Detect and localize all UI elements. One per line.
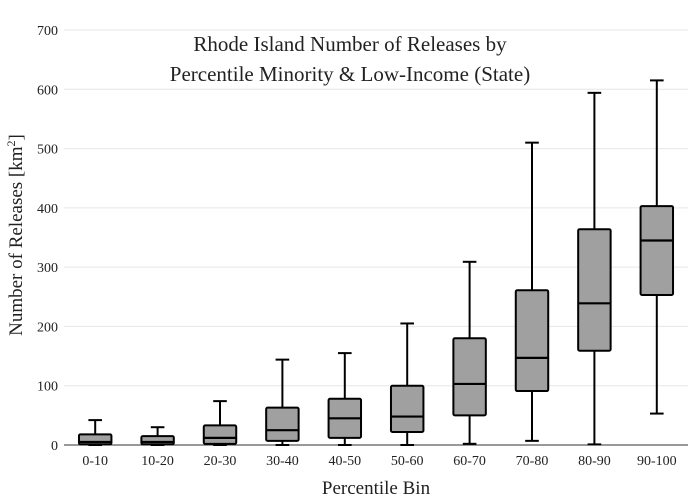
box-iqr (577, 228, 612, 352)
box-30-40 (265, 358, 300, 446)
y-tick-label-0: 0 (51, 439, 58, 454)
y-tick-label-100: 100 (37, 380, 58, 395)
x-tick-label-10-20: 10-20 (141, 454, 174, 469)
y-axis-label: Number of Releases [km2] (4, 134, 27, 336)
box-40-50 (327, 352, 363, 446)
x-tick-label-0-10: 0-10 (82, 454, 108, 469)
box-60-70 (452, 260, 487, 445)
x-tick-label-20-30: 20-30 (204, 454, 237, 469)
box-series (77, 79, 675, 446)
box-10-20 (140, 426, 175, 446)
x-tick-label-80-90: 80-90 (578, 454, 611, 469)
x-axis-label: Percentile Bin (322, 478, 431, 499)
y-axis-label-main: Number of Releases [km (6, 146, 27, 336)
chart-title-line-2: Percentile Minority & Low-Income (State) (170, 62, 530, 86)
box-50-60 (389, 322, 425, 446)
tick-labels: 0 100 200 300 400 500 600 700 0-10 10-20 20-30 30-4… (37, 24, 677, 469)
x-tick-label-40-50: 40-50 (328, 454, 361, 469)
box-iqr (265, 406, 300, 442)
box-80-90 (577, 91, 612, 446)
y-tick-label-200: 200 (37, 320, 58, 335)
box-iqr (514, 289, 550, 393)
box-iqr (202, 424, 238, 445)
box-iqr (639, 205, 675, 297)
y-axis-label-end: ] (6, 134, 27, 140)
x-tick-label-60-70: 60-70 (453, 454, 486, 469)
box-70-80 (514, 141, 550, 442)
box-iqr (389, 384, 425, 433)
box-iqr (140, 435, 175, 446)
y-tick-label-300: 300 (37, 261, 58, 276)
y-tick-label-500: 500 (37, 143, 58, 158)
x-tick-label-90-100: 90-100 (637, 454, 677, 469)
y-tick-label-700: 700 (37, 24, 58, 39)
x-tick-label-30-40: 30-40 (266, 454, 299, 469)
box-0-10 (77, 419, 113, 446)
box-iqr (452, 337, 487, 417)
chart-title-line-1: Rhode Island Number of Releases by (193, 32, 507, 56)
x-tick-label-50-60: 50-60 (391, 454, 424, 469)
box-90-100 (639, 79, 675, 415)
y-axis-label-superscript: 2 (4, 140, 18, 146)
x-tick-label-70-80: 70-80 (516, 454, 549, 469)
box-20-30 (202, 400, 238, 446)
y-tick-label-400: 400 (37, 202, 58, 217)
y-tick-label-600: 600 (37, 83, 58, 98)
grid-lines (64, 29, 688, 387)
